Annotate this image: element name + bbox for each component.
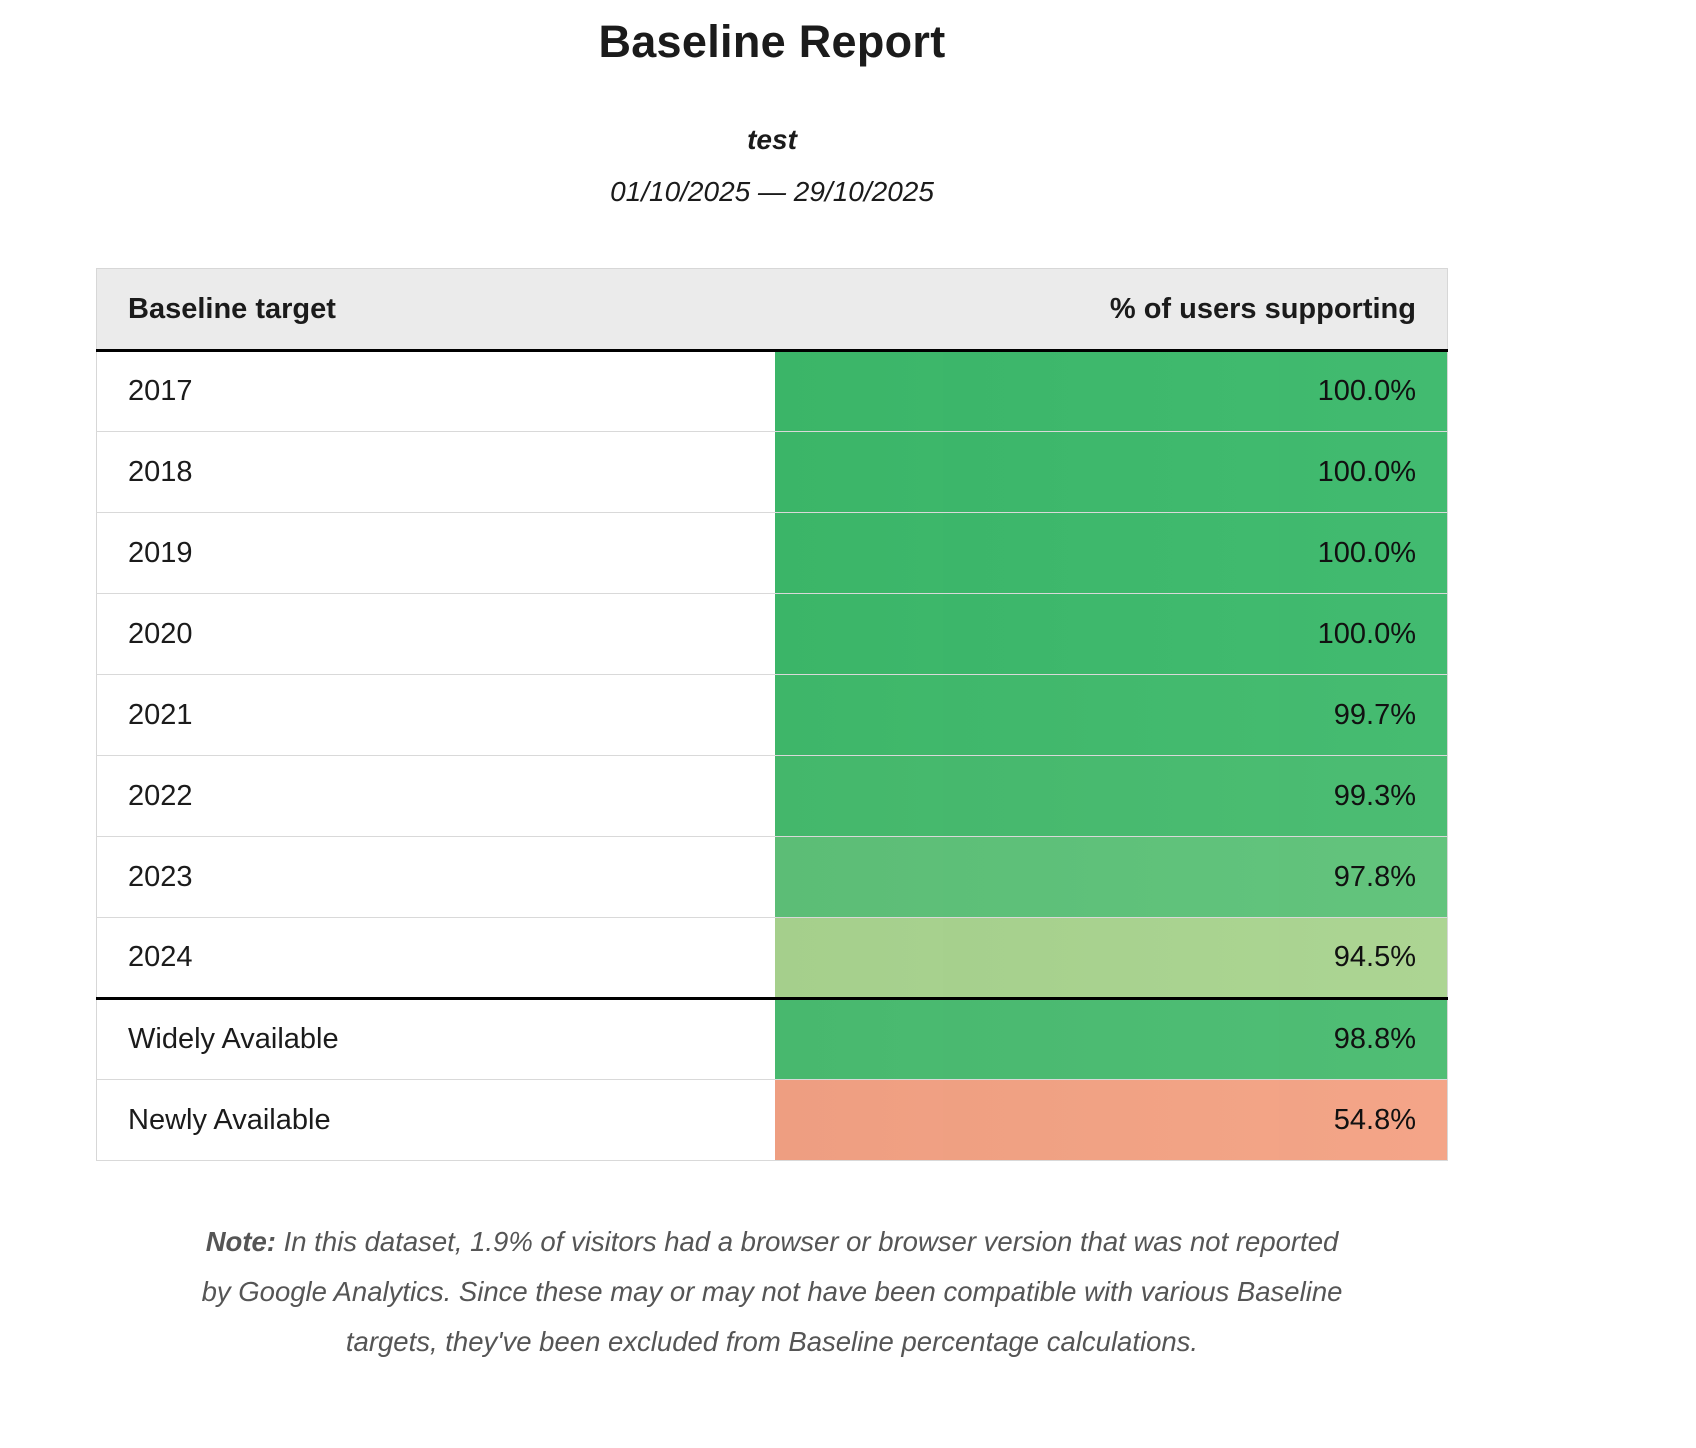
percent-cell: 100.0%	[774, 431, 1448, 513]
table-row: 2019 100.0%	[96, 512, 1448, 594]
table-row: Widely Available 98.8%	[96, 998, 1448, 1080]
table-header-row: Baseline target % of users supporting	[96, 268, 1448, 352]
target-cell: 2023	[96, 836, 775, 918]
table-row: 2024 94.5%	[96, 917, 1448, 1000]
percent-cell: 99.3%	[774, 755, 1448, 837]
report-container: Baseline Report test 01/10/2025 — 29/10/…	[96, 0, 1448, 1367]
target-cell: Newly Available	[96, 1079, 775, 1161]
percent-cell: 98.8%	[774, 998, 1448, 1080]
table-row: 2020 100.0%	[96, 593, 1448, 675]
percent-cell: 94.5%	[774, 917, 1448, 1000]
baseline-table: Baseline target % of users supporting 20…	[96, 268, 1448, 1161]
target-cell: 2018	[96, 431, 775, 513]
target-cell: 2019	[96, 512, 775, 594]
page-title: Baseline Report	[598, 16, 946, 67]
table-row: 2022 99.3%	[96, 755, 1448, 837]
target-cell: Widely Available	[96, 998, 775, 1080]
table-row: 2021 99.7%	[96, 674, 1448, 756]
target-cell: 2020	[96, 593, 775, 675]
percent-cell: 100.0%	[774, 350, 1448, 432]
table-row: Newly Available 54.8%	[96, 1079, 1448, 1161]
report-subtitle: test	[747, 124, 797, 155]
percent-cell: 97.8%	[774, 836, 1448, 918]
note-label: Note:	[205, 1226, 276, 1257]
table-row: 2018 100.0%	[96, 431, 1448, 513]
report-date-range: 01/10/2025 — 29/10/2025	[610, 176, 934, 207]
percent-cell: 100.0%	[774, 593, 1448, 675]
report-note: Note: In this dataset, 1.9% of visitors …	[96, 1217, 1448, 1367]
table-row: 2017 100.0%	[96, 350, 1448, 432]
target-cell: 2022	[96, 755, 775, 837]
percent-cell: 99.7%	[774, 674, 1448, 756]
target-cell: 2017	[96, 350, 775, 432]
percent-cell: 100.0%	[774, 512, 1448, 594]
header-percent-users: % of users supporting	[774, 268, 1448, 352]
target-cell: 2024	[96, 917, 775, 1000]
header-baseline-target: Baseline target	[96, 268, 775, 352]
percent-cell: 54.8%	[774, 1079, 1448, 1161]
target-cell: 2021	[96, 674, 775, 756]
note-text: In this dataset, 1.9% of visitors had a …	[201, 1226, 1343, 1358]
table-row: 2023 97.8%	[96, 836, 1448, 918]
